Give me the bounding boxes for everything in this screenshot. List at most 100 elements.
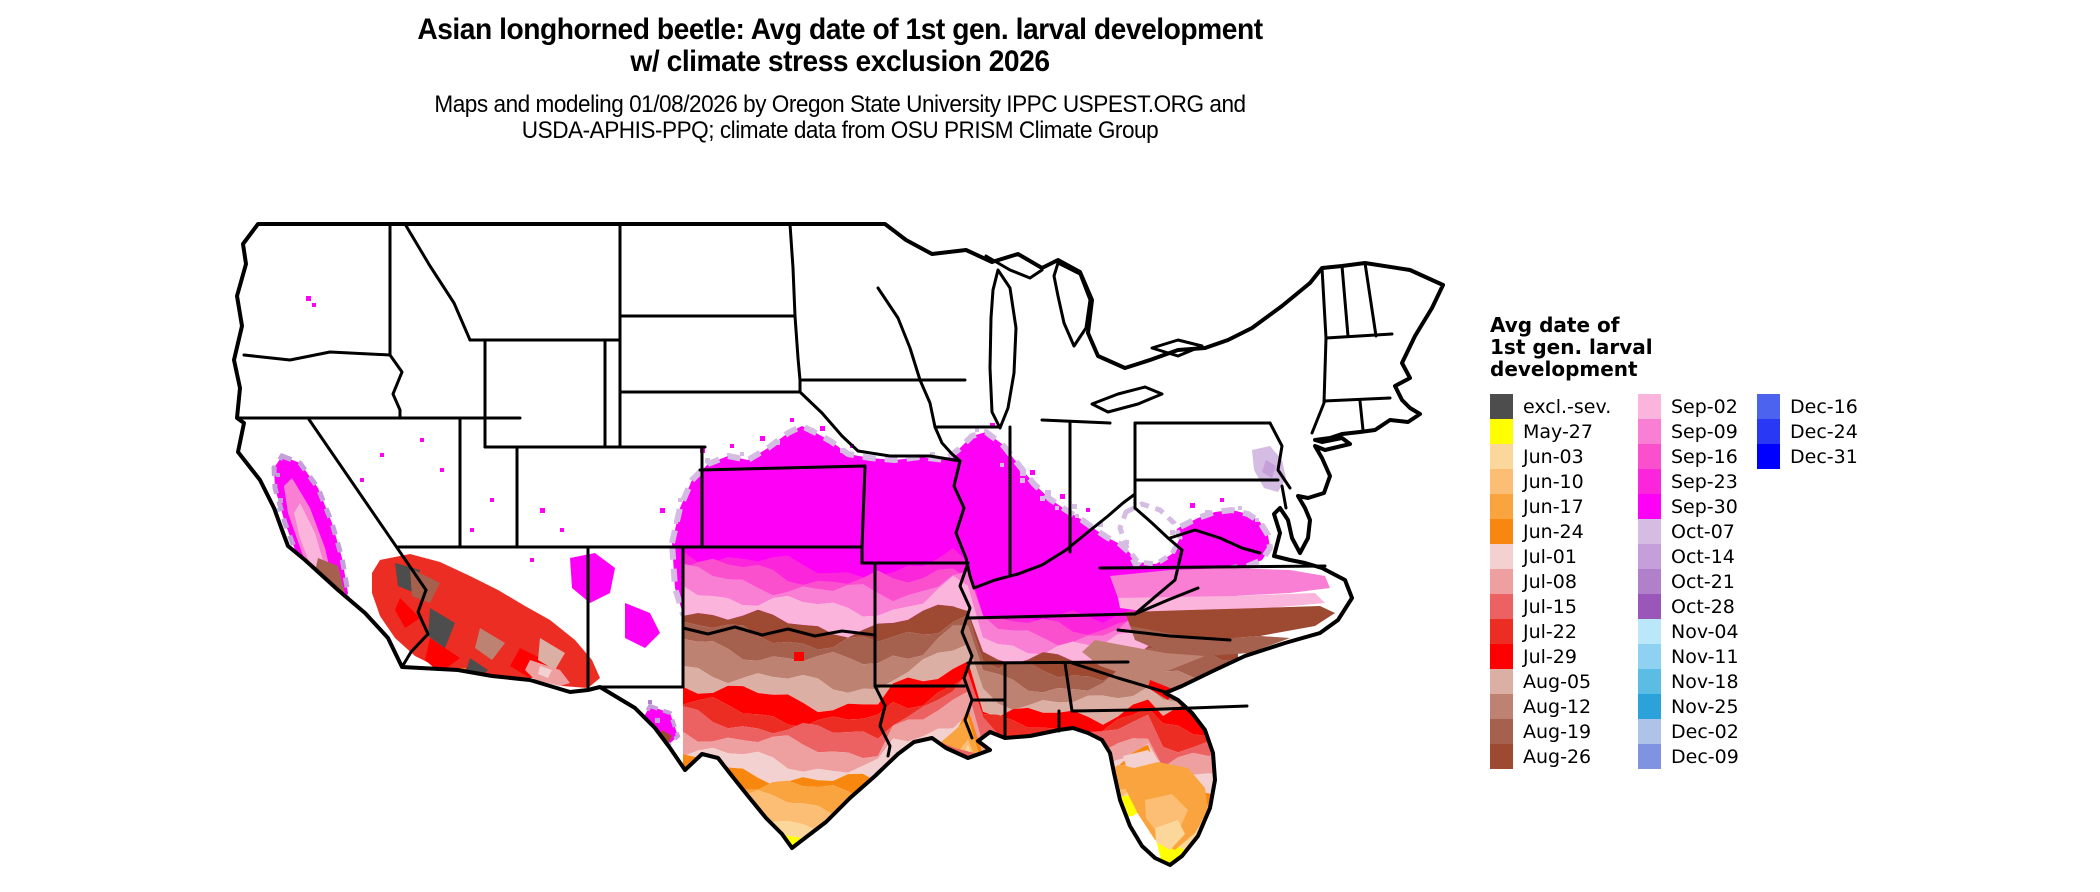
legend-swatch: [1490, 419, 1513, 444]
legend-label: Aug-12: [1523, 695, 1592, 718]
speckle: [1055, 506, 1059, 510]
state-border-line: [798, 390, 860, 453]
speckle: [1170, 530, 1175, 535]
state-border-line: [966, 612, 1137, 620]
region-excl-2: [428, 608, 455, 648]
legend-label: Sep-23: [1671, 470, 1738, 493]
speckle: [775, 440, 780, 445]
legend-title: Avg date of 1st gen. larval development: [1490, 314, 2050, 380]
speckle: [1020, 470, 1026, 476]
legend-item: Nov-04: [1638, 619, 1739, 644]
state-borders: [235, 222, 1394, 758]
legend-label: Oct-21: [1671, 570, 1735, 593]
legend-item: Oct-21: [1638, 569, 1739, 594]
speckle: [470, 528, 474, 532]
legend-item: Sep-30: [1638, 494, 1739, 519]
great-lakes: [988, 261, 1204, 430]
state-border-line: [1168, 528, 1262, 555]
us-choropleth-map: [230, 208, 1450, 892]
date-band-jun-03: [683, 745, 1238, 856]
legend-swatch: [1638, 569, 1661, 594]
date-band-aug-12: [683, 625, 1238, 710]
legend-swatch: [1490, 394, 1513, 419]
legend-label: Jun-17: [1523, 495, 1584, 518]
state-border-line: [1133, 506, 1184, 552]
legend-swatch: [1638, 494, 1661, 519]
speckle: [280, 543, 285, 548]
legend-swatch: [1638, 694, 1661, 719]
date-band-sep-23: [683, 547, 1238, 635]
speckle: [306, 296, 311, 301]
legend-swatch: [1638, 394, 1661, 419]
page-subtitle-line1: Maps and modeling 01/08/2026 by Oregon S…: [434, 91, 1246, 118]
legend-item: Jul-29: [1490, 644, 1611, 669]
state-border-line: [1340, 264, 1350, 338]
speckle: [1072, 504, 1077, 509]
legend-swatch: [1490, 669, 1513, 694]
legend-swatch: [1490, 594, 1513, 619]
state-border-line: [1310, 336, 1328, 435]
western-regions: [271, 452, 681, 751]
speckle: [1238, 506, 1242, 510]
legend-item: Aug-26: [1490, 744, 1611, 769]
legend-swatch: [1490, 469, 1513, 494]
state-border-line: [1116, 628, 1232, 642]
state-border-line: [876, 286, 937, 429]
legend-item: excl.-sev.: [1490, 394, 1611, 419]
title-block: Asian longhorned beetle: Avg date of 1st…: [240, 14, 1440, 144]
speckle: [1050, 516, 1054, 520]
speckle: [1028, 503, 1032, 507]
legend-item: Sep-02: [1638, 394, 1739, 419]
state-border-line: [681, 625, 877, 638]
florida-regions: [1123, 750, 1208, 850]
speckle: [272, 578, 277, 583]
speckle: [1190, 503, 1195, 508]
speckle: [674, 520, 678, 524]
speckle: [1045, 490, 1051, 496]
speckle: [440, 468, 444, 472]
state-border-line: [972, 492, 1137, 590]
legend-item: Oct-07: [1638, 519, 1739, 544]
lake-huron: [1052, 261, 1092, 348]
state-border-line: [958, 561, 974, 740]
date-band-jul-29: [683, 661, 1238, 739]
state-border-line: [400, 588, 430, 669]
legend-label: Nov-25: [1671, 695, 1739, 718]
legend-label: Aug-26: [1523, 745, 1592, 768]
speckle: [540, 508, 545, 513]
legend-column-1: excl.-sev. May-27 Jun-03 Jun-10 Jun-17 Jun-24…: [1490, 394, 1611, 769]
speckle: [1075, 514, 1079, 518]
region-appalachian-gap: [1117, 501, 1183, 567]
speckle: [530, 558, 534, 562]
speckle: [1125, 540, 1129, 544]
legend-label: Dec-16: [1790, 395, 1858, 418]
state-border-line: [1098, 564, 1327, 570]
legend-label: Jul-29: [1523, 645, 1577, 668]
legend-item: Jun-10: [1490, 469, 1611, 494]
legend-label: Sep-09: [1671, 420, 1738, 443]
legend-item: Nov-11: [1638, 644, 1739, 669]
speckle: [1098, 522, 1103, 527]
legend-swatch: [1638, 669, 1661, 694]
legend-label: Sep-16: [1671, 445, 1738, 468]
speckle: [660, 508, 665, 513]
legend-swatch: [1757, 444, 1780, 469]
legend-swatch: [1490, 619, 1513, 644]
state-border-line: [403, 222, 472, 342]
legend-label: Jul-01: [1523, 545, 1577, 568]
legend-item: Aug-19: [1490, 719, 1611, 744]
speckle: [648, 700, 652, 704]
state-border-line: [952, 459, 976, 590]
legend-swatch: [1638, 469, 1661, 494]
speckle: [420, 438, 424, 442]
legend-item: Dec-31: [1757, 444, 1858, 469]
legend-label: Jun-10: [1523, 470, 1584, 493]
state-border-line: [1358, 399, 1365, 432]
speckle: [280, 598, 284, 602]
date-band-jun-10: [683, 739, 1238, 841]
legend-item: Jul-22: [1490, 619, 1611, 644]
legend-label: Dec-02: [1671, 720, 1739, 743]
speckle: [740, 452, 744, 456]
state-border-line: [1320, 266, 1328, 340]
legend-label: Jun-03: [1523, 445, 1584, 468]
